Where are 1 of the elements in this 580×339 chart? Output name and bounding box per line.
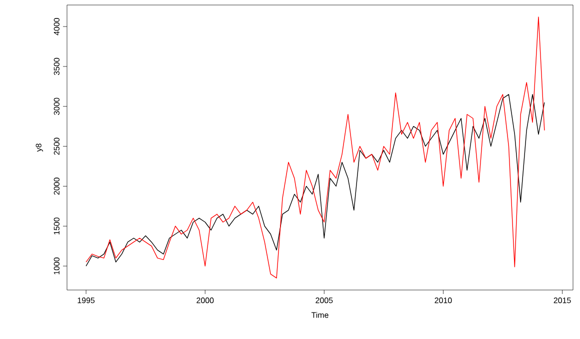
line-series bbox=[86, 16, 545, 278]
